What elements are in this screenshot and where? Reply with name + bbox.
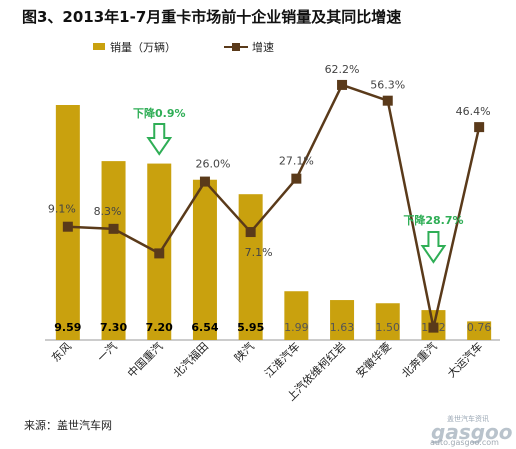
growth-marker-2 [154,248,165,259]
bar-value-label-0: 9.59 [54,321,81,334]
category-label-4: 陕汽 [231,339,256,364]
bar-value-label-4: 5.95 [237,321,264,334]
bar-6 [330,300,355,340]
bar-value-label-7: 1.50 [376,321,401,334]
bar-value-label-3: 6.54 [191,321,218,334]
growth-marker-9 [474,122,485,133]
growth-marker-7 [382,95,393,106]
growth-value-labels: 9.1% 8.3% 26.0% 7.1% 27.1% 62.2% 56.3% 46.4% [48,63,491,259]
bar-9 [467,321,492,340]
bar-value-label-1: 7.30 [100,321,127,334]
bar-4 [238,194,263,340]
growth-value-label-5: 27.1% [279,155,314,168]
legend-label-growth: 增速 [252,40,274,54]
down-arrow-icon [146,123,173,156]
bar-value-label-9: 0.76 [467,321,492,334]
growth-marker-6 [337,79,348,90]
bar-7 [375,303,400,340]
watermark-caption: 盖世汽车资讯 [447,415,489,423]
down-arrow-icon [420,231,447,264]
growth-value-label-7: 56.3% [370,79,405,92]
growth-marker-1 [108,223,119,234]
category-label-2: 中国重汽 [124,339,165,380]
growth-marker-3 [199,176,210,187]
growth-marker-5 [291,173,302,184]
growth-marker-8 [428,322,439,333]
bar-3 [192,179,217,340]
legend-label-sales: 销量（万辆） [110,40,176,54]
category-label-8: 北奔重汽 [399,339,440,380]
annotation-text-1: 下降28.7% [403,213,463,227]
bar-5 [284,291,309,340]
growth-value-label-4: 7.1% [245,246,273,259]
growth-value-label-1: 8.3% [94,205,122,218]
bar-value-label-2: 7.20 [146,321,173,334]
bar-value-labels: 9.597.307.206.545.951.991.631.501.220.76 [54,321,491,334]
bar-1 [101,161,126,340]
growth-value-label-6: 62.2% [325,63,360,76]
legend-swatch-marker [232,43,240,51]
chart-title: 图3、2013年1-7月重卡市场前十企业销量及其同比增速 [22,8,402,26]
category-label-5: 江淮汽车 [261,339,302,380]
category-label-1: 一汽 [94,339,119,364]
growth-markers [62,79,485,333]
watermark-logo: gasgoo [431,420,513,444]
growth-value-label-0: 9.1% [48,203,76,216]
category-label-7: 安徽华菱 [353,339,394,380]
bar-value-label-6: 1.63 [330,321,355,334]
legend-swatch-bar [93,43,105,50]
watermark-url: auto.gasgoo.com [430,438,499,447]
annotation-text-0: 下降0.9% [133,106,186,120]
annotations: 下降0.9% 下降28.7% [133,106,464,264]
category-label-3: 北汽福田 [170,339,211,380]
growth-marker-4 [245,227,256,238]
source-note: 来源：盖世汽车网 [24,419,112,432]
bar-value-label-5: 1.99 [284,321,309,334]
category-label-0: 东风 [49,340,74,365]
category-label-9: 大运汽车 [444,339,485,380]
legend: 销量（万辆） 增速 [93,40,274,54]
growth-marker-0 [62,221,73,232]
growth-value-label-3: 26.0% [195,158,230,171]
growth-value-label-9: 46.4% [456,105,491,118]
growth-line [67,83,481,328]
